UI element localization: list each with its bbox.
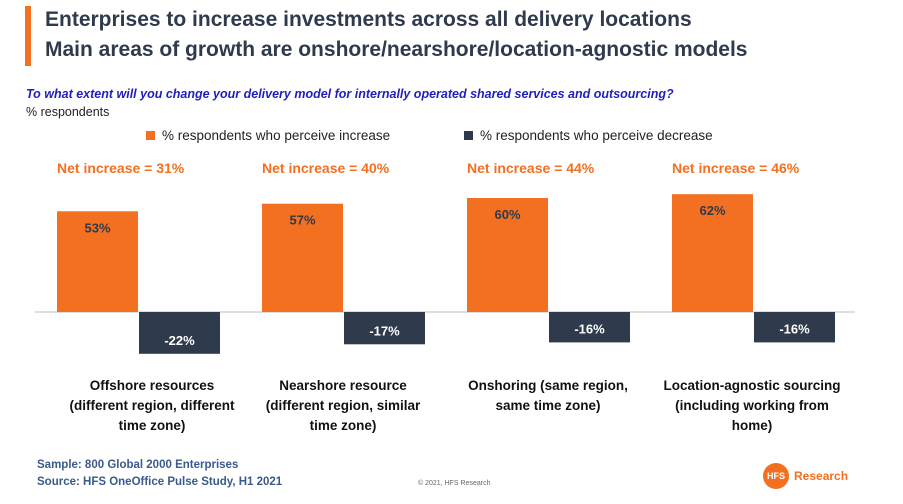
page-title: Enterprises to increase investments acro… xyxy=(45,8,692,31)
bar-decrease xyxy=(344,312,425,345)
net-increase-annotation: Net increase = 46% xyxy=(672,160,800,176)
copyright-text: © 2021, HFS Research xyxy=(418,480,491,487)
bar-increase xyxy=(467,198,548,312)
data-label-increase: 62% xyxy=(699,203,725,218)
title-accent-bar xyxy=(25,6,31,66)
bar-increase xyxy=(57,211,138,312)
data-label-decrease: -16% xyxy=(779,321,810,336)
net-increase-annotation: Net increase = 31% xyxy=(57,160,185,176)
units-label: % respondents xyxy=(26,105,110,119)
legend-swatch-decrease xyxy=(464,131,473,140)
bar-decrease xyxy=(754,312,835,343)
category-label: Nearshore resource (different region, sim… xyxy=(266,378,421,433)
category-label: Offshore resources (different region, dif… xyxy=(70,378,236,433)
hfs-logo: HFS Research xyxy=(763,463,848,489)
legend-item-increase: % respondents who perceive increase xyxy=(146,128,390,143)
category-label: Location-agnostic sourcing (including wor… xyxy=(663,378,840,433)
data-label-increase: 57% xyxy=(289,213,315,228)
data-label-decrease: -17% xyxy=(369,323,400,338)
source-note: Source: HFS OneOffice Pulse Study, H1 20… xyxy=(37,476,283,488)
legend-item-decrease: % respondents who perceive decrease xyxy=(464,128,713,143)
data-label-increase: 53% xyxy=(84,220,110,235)
legend-label-increase: % respondents who perceive increase xyxy=(162,128,391,143)
hfs-logo-text: Research xyxy=(794,469,849,483)
legend-label-decrease: % respondents who perceive decrease xyxy=(480,128,713,143)
hfs-logo-mark: HFS xyxy=(763,463,789,489)
category-label: Onshoring (same region, same time zone) xyxy=(468,378,628,413)
bar-chart: 53% -22% Net increase = 31% Offshore resour… xyxy=(35,160,855,433)
net-increase-annotation: Net increase = 44% xyxy=(467,160,595,176)
data-label-decrease: -22% xyxy=(164,333,195,348)
bar-increase xyxy=(262,203,343,312)
data-label-increase: 60% xyxy=(494,207,520,222)
sample-note: Sample: 800 Global 2000 Enterprises xyxy=(37,459,239,471)
legend-swatch-increase xyxy=(146,131,155,140)
bar-decrease xyxy=(549,312,630,343)
net-increase-annotation: Net increase = 40% xyxy=(262,160,390,176)
survey-question: To what extent will you change your deli… xyxy=(26,87,674,101)
bar-increase xyxy=(672,194,753,312)
page-subtitle: Main areas of growth are onshore/nearsho… xyxy=(45,38,748,61)
bar-decrease xyxy=(139,312,220,354)
data-label-decrease: -16% xyxy=(574,321,605,336)
